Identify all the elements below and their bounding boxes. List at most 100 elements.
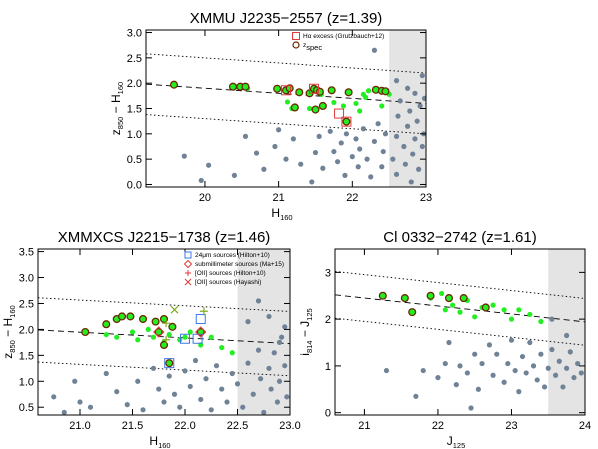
y-tick-label: 2.5 bbox=[127, 53, 142, 65]
green-point bbox=[166, 331, 172, 338]
grey-point bbox=[77, 399, 83, 405]
grey-point bbox=[419, 143, 425, 150]
grey-point bbox=[87, 404, 94, 410]
panel-2: 21.0 21.5 22.0 22.5 23.0 0.5 1.0 1.5 2.0 2.5 3.0 3.… bbox=[1, 229, 301, 449]
y-axis-label: z850 − H160 bbox=[1, 305, 17, 358]
fit-line bbox=[335, 294, 585, 323]
green-point bbox=[150, 334, 157, 340]
halpha-square bbox=[334, 108, 345, 119]
legend-plus-symbol bbox=[185, 270, 191, 276]
grey-point bbox=[390, 156, 396, 162]
green-point bbox=[145, 326, 151, 333]
legend: Hα excess (Grutzbauch+12) zspec bbox=[292, 32, 384, 52]
grey-point bbox=[316, 133, 322, 139]
green-point bbox=[177, 337, 183, 343]
grey-point bbox=[182, 368, 188, 374]
green-point bbox=[114, 334, 120, 340]
spec-member-point bbox=[102, 320, 111, 329]
grey-point bbox=[279, 334, 285, 340]
plot-frame bbox=[334, 248, 586, 416]
y-axis-label: i814 − J125 bbox=[298, 308, 314, 355]
grey-point bbox=[508, 337, 515, 343]
plot-area bbox=[38, 249, 290, 415]
green-point bbox=[527, 311, 533, 318]
grey-point bbox=[494, 351, 500, 357]
y-axis-label: z850 − H160 bbox=[109, 82, 125, 135]
grey-point bbox=[283, 156, 289, 162]
grey-point bbox=[234, 381, 241, 387]
grey-point bbox=[284, 394, 290, 400]
green-point bbox=[538, 318, 544, 325]
green-point bbox=[331, 99, 337, 106]
spec-member-point bbox=[138, 314, 148, 324]
green-point bbox=[362, 94, 369, 100]
grey-point bbox=[187, 383, 193, 390]
spec-member-point bbox=[378, 291, 387, 300]
grey-point bbox=[446, 339, 452, 346]
grey-point bbox=[272, 143, 278, 150]
mips-square bbox=[195, 314, 206, 325]
y-tick-label: 1.0 bbox=[19, 376, 34, 388]
grey-point bbox=[538, 351, 544, 357]
green-point bbox=[229, 350, 235, 356]
grey-point bbox=[375, 121, 381, 127]
grey-point bbox=[552, 372, 559, 378]
grey-point bbox=[416, 166, 422, 172]
grey-point bbox=[368, 174, 374, 180]
green-point bbox=[306, 105, 313, 112]
grey-point bbox=[240, 404, 246, 410]
grey-point bbox=[343, 131, 350, 137]
spec-member-point bbox=[459, 294, 468, 303]
spec-member-point bbox=[126, 312, 135, 321]
grey-point bbox=[571, 374, 577, 381]
grey-point bbox=[383, 367, 390, 374]
green-point bbox=[516, 307, 522, 313]
grey-point bbox=[213, 363, 220, 369]
grey-point bbox=[266, 313, 272, 320]
green-point bbox=[457, 309, 463, 315]
grey-point bbox=[453, 382, 459, 388]
shaded-region bbox=[548, 249, 585, 415]
spec-member-point bbox=[311, 105, 320, 114]
legend-label: zspec bbox=[303, 42, 322, 52]
spec-member-point bbox=[327, 86, 336, 95]
green-point bbox=[450, 302, 456, 308]
grey-point bbox=[171, 391, 178, 397]
grey-point bbox=[404, 123, 411, 129]
grey-point bbox=[357, 146, 363, 152]
grey-point bbox=[342, 172, 348, 178]
grey-point bbox=[181, 153, 187, 159]
grey-point bbox=[490, 372, 496, 378]
y-tick-label: 0.5 bbox=[127, 154, 142, 166]
grey-point bbox=[274, 399, 280, 405]
grey-point bbox=[407, 108, 413, 114]
spec-member-point bbox=[315, 87, 324, 96]
spec-member-point bbox=[400, 294, 409, 303]
legend-label: submillimeter sources (Ma+15) bbox=[195, 261, 284, 268]
grey-point bbox=[549, 346, 555, 353]
grey-point bbox=[505, 360, 511, 367]
grey-point bbox=[380, 148, 386, 155]
spec-member-point bbox=[228, 82, 237, 91]
green-point bbox=[219, 344, 225, 351]
grey-point bbox=[379, 164, 385, 170]
spec-member-point bbox=[285, 84, 294, 93]
spec-member-point bbox=[295, 88, 304, 97]
grey-point bbox=[419, 72, 425, 79]
green-point bbox=[129, 329, 136, 335]
spec-member-point bbox=[196, 327, 205, 337]
grey-point bbox=[355, 164, 361, 170]
grey-point bbox=[353, 136, 359, 142]
legend-label: 24μm sources (Hilton+10) bbox=[195, 252, 270, 259]
grey-point bbox=[567, 349, 573, 355]
green-point bbox=[472, 314, 478, 320]
grey-point bbox=[327, 128, 333, 134]
spec-member-point bbox=[273, 84, 282, 93]
spec-member-point bbox=[481, 303, 490, 312]
spec-member-point bbox=[154, 327, 163, 337]
grey-point bbox=[206, 162, 212, 168]
y-tick-label: 0 bbox=[325, 408, 331, 420]
spec-member-point bbox=[169, 80, 179, 89]
grey-point bbox=[150, 365, 157, 371]
